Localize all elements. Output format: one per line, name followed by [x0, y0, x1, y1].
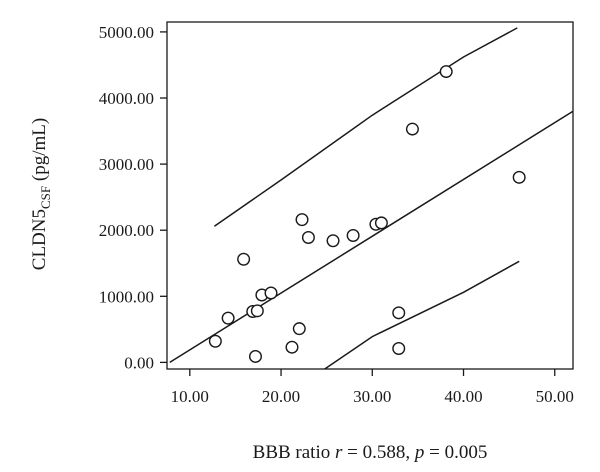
- y-tick-label: 4000.00: [99, 89, 154, 108]
- data-point: [301, 230, 315, 244]
- y-tick-label: 2000.00: [99, 221, 154, 240]
- y-axis-title: CLDN5CSF (pg/mL): [29, 118, 53, 270]
- data-point: [405, 122, 419, 136]
- data-point: [374, 216, 388, 230]
- data-point: [392, 306, 406, 320]
- data-point: [392, 342, 406, 356]
- data-point: [237, 252, 251, 266]
- regression-line: [169, 110, 573, 364]
- x-axis: 10.00 20.00 30.00 40.00 50.00: [171, 369, 574, 406]
- data-point: [512, 170, 526, 184]
- data-point: [285, 340, 299, 354]
- data-point: [208, 334, 222, 348]
- y-axis-title-subscript: CSF: [38, 186, 53, 209]
- x-axis-title: BBB ratio r = 0.588, p = 0.005: [253, 442, 488, 463]
- y-tick-label: 3000.00: [99, 155, 154, 174]
- y-tick-label: 1000.00: [99, 287, 154, 306]
- y-tick-label: 5000.00: [99, 23, 154, 42]
- p-symbol: p: [413, 442, 425, 463]
- confidence-lower-curve: [323, 260, 520, 369]
- data-point: [250, 304, 264, 318]
- data-point: [292, 322, 306, 336]
- x-tick-label: 50.00: [536, 387, 574, 406]
- data-point: [295, 213, 309, 227]
- x-tick-label: 20.00: [262, 387, 300, 406]
- y-tick-label: 0.00: [124, 353, 154, 372]
- x-tick-label: 40.00: [444, 387, 482, 406]
- x-axis-title-prefix: BBB ratio: [253, 442, 335, 463]
- plot-frame: [166, 21, 574, 370]
- r-symbol: r: [335, 442, 343, 463]
- data-point: [248, 349, 262, 363]
- regression-fit: [169, 110, 573, 364]
- confidence-upper-curve: [213, 27, 518, 227]
- data-point: [221, 311, 235, 325]
- data-point: [264, 286, 278, 300]
- y-axis: 0.00 1000.00 2000.00 3000.00 4000.00 5000.00: [99, 23, 167, 372]
- x-tick-label: 30.00: [353, 387, 391, 406]
- data-point: [346, 228, 360, 242]
- confidence-bands: [213, 27, 520, 369]
- data-point: [439, 65, 453, 79]
- y-axis-title-unit: (pg/mL): [29, 118, 50, 186]
- data-points: [208, 65, 526, 363]
- y-axis-title-main: CLDN5: [29, 209, 50, 270]
- p-value: = 0.005: [424, 442, 487, 463]
- r-value: = 0.588,: [342, 442, 414, 463]
- data-point: [326, 234, 340, 248]
- x-tick-label: 10.00: [171, 387, 209, 406]
